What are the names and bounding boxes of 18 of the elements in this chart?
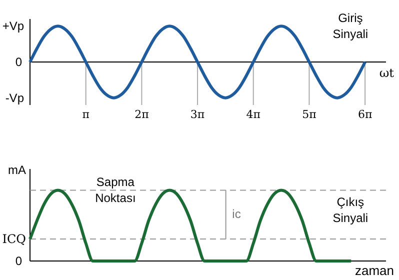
text: 0: [15, 254, 22, 268]
x-tick-label: 6π: [358, 108, 372, 121]
x-tick-label: 5π: [302, 108, 316, 121]
text: -Vp: [5, 90, 24, 105]
x-tick-label: 4π: [246, 108, 260, 121]
x-tick-label: 3π: [190, 108, 205, 121]
annotation: ic: [232, 207, 241, 221]
x-axis-title: zaman: [354, 263, 394, 278]
ref-line-label: ICQ: [2, 232, 26, 246]
text: 0: [15, 55, 22, 69]
x-tick-label: 2π: [134, 108, 149, 121]
x-axis-title: ωt: [379, 66, 394, 80]
annotation: Çıkış Sinyali: [332, 195, 368, 225]
x-tick-label: π: [82, 108, 90, 121]
y-axis-title: mA: [8, 163, 26, 177]
annotation: Sapma Noktası: [95, 175, 136, 205]
annotation: Giriş Sinyali: [332, 11, 368, 41]
text: +Vp: [2, 19, 24, 34]
